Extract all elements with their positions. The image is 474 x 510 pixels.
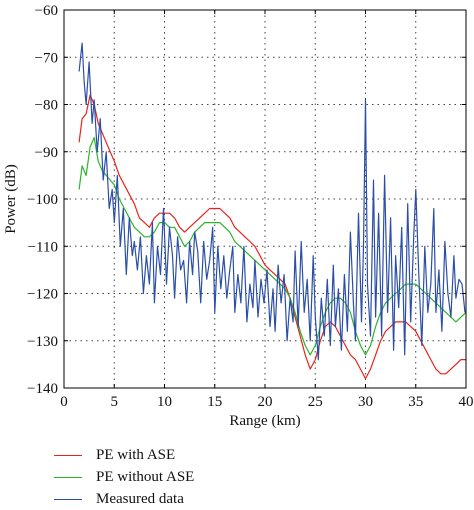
legend-label: Measured data [96,490,184,507]
y-tick-label: −100 [27,192,58,208]
x-axis-label: Range (km) [229,413,300,429]
x-tick-label: 40 [459,394,474,410]
x-tick-label: 0 [60,394,68,410]
legend-item-measured-data: Measured data [54,488,254,510]
y-tick-label: −140 [27,381,58,397]
x-tick-label: 5 [111,394,119,410]
y-tick-label: −60 [35,3,58,19]
y-tick-label: −80 [35,98,58,114]
legend-item-pe-with-ase: PE with ASE [54,444,254,466]
legend: PE with ASE PE without ASE Measured data [54,444,254,510]
legend-item-pe-without-ase: PE without ASE [54,466,254,488]
x-tick-label: 30 [358,394,373,410]
y-tick-label: −110 [28,239,58,255]
x-tick-label: 10 [157,394,172,410]
axis-ticks: 0 5 10 15 20 25 30 35 40 −60 −70 −80 −90 −100 −110 −120… [27,3,473,410]
y-tick-label: −70 [35,50,58,66]
x-tick-label: 20 [258,394,273,410]
legend-swatch [54,454,82,456]
x-tick-label: 15 [207,394,222,410]
plot-area [78,42,467,380]
legend-swatch [54,498,82,500]
x-tick-label: 25 [308,394,323,410]
legend-label: PE with ASE [96,446,176,463]
x-tick-label: 35 [408,394,423,410]
y-axis-label: Power (dB) [3,164,19,234]
series-line-pe-with-ase [78,94,466,380]
series-line-pe-without-ase [78,137,467,356]
y-tick-label: −130 [27,334,58,350]
legend-label: PE without ASE [96,468,195,485]
legend-swatch [54,476,82,478]
y-tick-label: −90 [35,145,58,161]
y-tick-label: −120 [27,287,58,303]
series-line-measured-data [78,42,466,361]
